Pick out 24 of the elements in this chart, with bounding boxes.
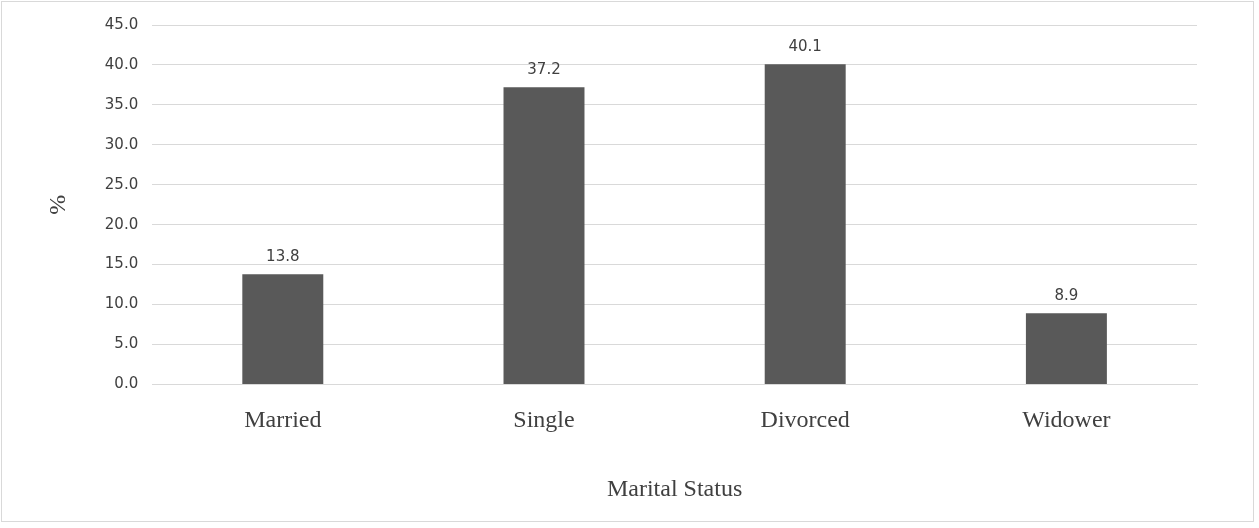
- y-axis-title: %: [43, 194, 70, 215]
- x-tick-label: Single: [513, 406, 575, 433]
- y-tick-label: 30.0: [104, 134, 139, 153]
- bar: [242, 274, 324, 384]
- bar: [503, 87, 585, 384]
- y-tick-label: 40.0: [104, 54, 139, 73]
- x-tick-label: Divorced: [760, 406, 850, 433]
- y-tick-label: 5.0: [114, 334, 139, 353]
- data-label: 37.2: [527, 59, 561, 78]
- x-tick-label: Widower: [1022, 406, 1111, 433]
- data-label: 8.9: [1054, 285, 1079, 304]
- y-tick-label: 20.0: [104, 214, 139, 233]
- y-tick-label: 35.0: [104, 94, 139, 113]
- x-tick-label: Married: [244, 406, 322, 433]
- y-tick-label: 0.0: [114, 374, 139, 393]
- y-tick-label: 10.0: [104, 294, 139, 313]
- data-label: 40.1: [788, 36, 822, 55]
- y-tick-label: 45.0: [104, 14, 139, 33]
- bar: [764, 64, 846, 384]
- bar: [1025, 313, 1107, 384]
- y-tick-label: 15.0: [104, 254, 139, 273]
- data-label: 13.8: [266, 246, 300, 265]
- y-tick-label: 25.0: [104, 174, 139, 193]
- x-axis-title: Marital Status: [606, 474, 743, 501]
